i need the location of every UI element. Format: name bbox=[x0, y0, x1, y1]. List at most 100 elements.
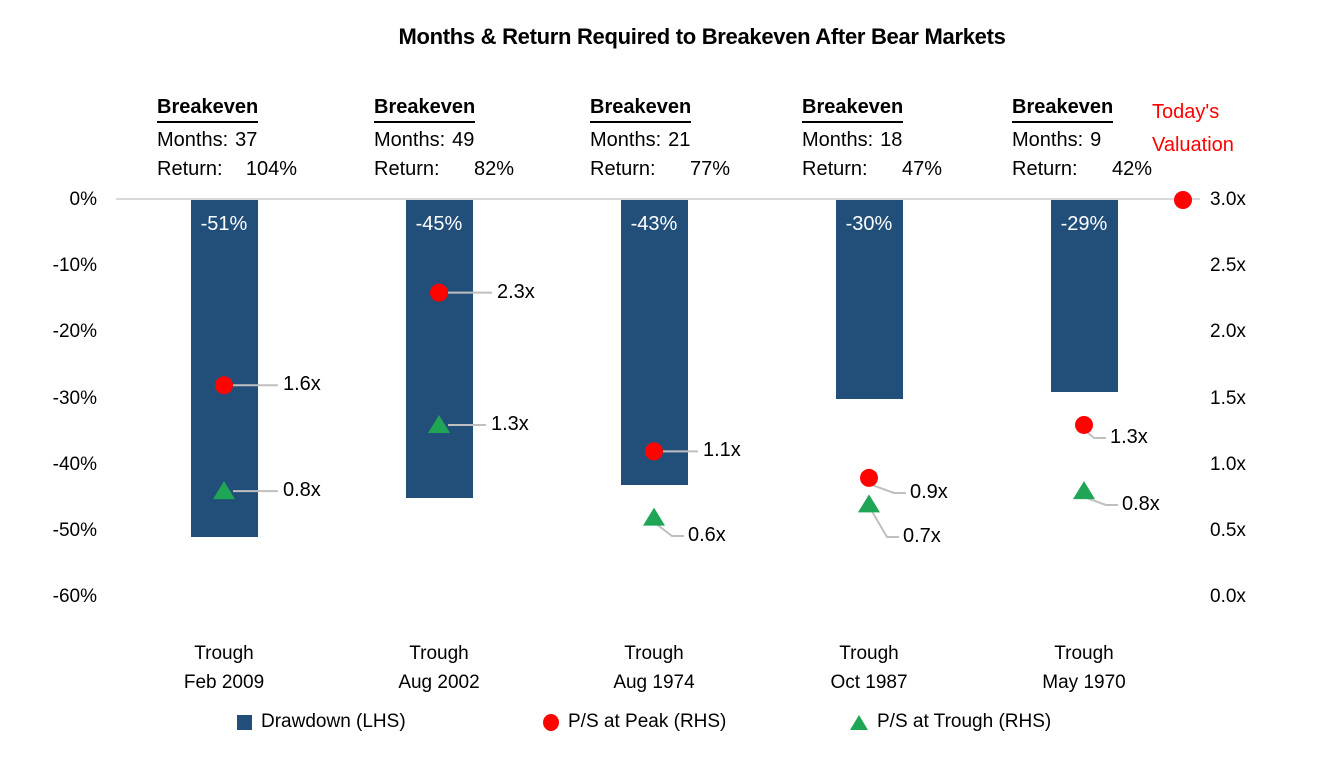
breakeven-months-row: Months: 21 bbox=[590, 129, 730, 152]
breakeven-months-value: 37 bbox=[235, 129, 258, 151]
left-axis-tick: -50% bbox=[52, 519, 97, 541]
left-axis-tick: -10% bbox=[52, 255, 97, 277]
drawdown-value-label: -30% bbox=[845, 213, 893, 235]
ps-trough-marker bbox=[1073, 481, 1095, 500]
breakeven-months-value: 49 bbox=[452, 129, 475, 151]
ps-peak-value-label: 0.9x bbox=[910, 481, 948, 503]
zero-axis-line bbox=[116, 198, 1200, 200]
breakeven-months-value: 21 bbox=[668, 129, 691, 151]
ps-trough-value-label: 0.8x bbox=[283, 479, 321, 502]
ps-peak-marker bbox=[860, 468, 878, 487]
right-axis-tick: 3.0x bbox=[1210, 189, 1246, 210]
circle-swatch-icon bbox=[543, 713, 559, 731]
legend-item-label: P/S at Peak (RHS) bbox=[568, 711, 727, 732]
ps-trough-marker bbox=[643, 507, 665, 526]
x-axis-category-line2: May 1970 bbox=[1042, 672, 1126, 693]
breakeven-annotation: Breakeven Months: 18 Return: 47% bbox=[802, 94, 942, 181]
right-axis-tick: 1.5x bbox=[1210, 387, 1246, 409]
left-axis-tick: 0% bbox=[69, 189, 97, 210]
legend-item-label: Drawdown (LHS) bbox=[261, 711, 406, 732]
ps-trough-marker bbox=[858, 494, 880, 513]
ps-peak-value-label: 1.1x bbox=[703, 439, 741, 462]
leader-line bbox=[1086, 431, 1106, 439]
x-axis-category-line2: Oct 1987 bbox=[830, 672, 908, 693]
drawdown-bar bbox=[835, 200, 903, 399]
ps-peak-value-label: 1.6x bbox=[283, 373, 321, 396]
left-axis-tick: -30% bbox=[52, 387, 97, 409]
todays-valuation-marker bbox=[1174, 191, 1192, 209]
x-axis-category-label: Trough Aug 1974 bbox=[574, 639, 734, 697]
left-axis-tick: -20% bbox=[52, 321, 97, 343]
todays-valuation-label: Today's Valuation bbox=[1152, 96, 1234, 162]
breakeven-months-label: Months: bbox=[1012, 129, 1084, 151]
x-axis-category-line2: Aug 1974 bbox=[613, 672, 695, 693]
left-axis-tick: -60% bbox=[52, 586, 97, 607]
ps-trough-value-label: 0.6x bbox=[688, 524, 726, 546]
breakeven-annotation-heading: Breakeven bbox=[374, 94, 476, 123]
drawdown-value-label: -29% bbox=[1060, 213, 1108, 235]
drawdown-bar bbox=[190, 200, 258, 538]
breakeven-return-label: Return: bbox=[590, 158, 656, 180]
legend-item-drawdown: Drawdown (LHS) bbox=[237, 710, 406, 734]
x-axis-category-label: Trough Oct 1987 bbox=[789, 639, 949, 697]
right-axis-tick: 1.0x bbox=[1210, 453, 1246, 475]
ps-peak-value-label: 2.3x bbox=[497, 280, 535, 303]
breakeven-return-value: 42% bbox=[1111, 158, 1152, 180]
breakeven-return-row: Return: 82% bbox=[374, 158, 514, 181]
breakeven-return-label: Return: bbox=[802, 158, 868, 180]
ps-trough-value-label: 0.7x bbox=[903, 525, 941, 547]
breakeven-months-label: Months: bbox=[590, 129, 662, 151]
right-axis-tick: 2.5x bbox=[1210, 255, 1246, 277]
leader-line bbox=[1086, 497, 1118, 506]
x-axis-category-label: Trough Feb 2009 bbox=[144, 639, 304, 697]
breakeven-return-row: Return: 42% bbox=[1012, 158, 1152, 181]
legend-item-label: P/S at Trough (RHS) bbox=[877, 711, 1052, 732]
breakeven-annotation: Breakeven Months: 21 Return: 77% bbox=[590, 94, 730, 181]
breakeven-annotation: Breakeven Months: 37 Return: 104% bbox=[157, 94, 297, 181]
breakeven-return-label: Return: bbox=[157, 158, 223, 180]
x-axis-category-line1: Trough bbox=[624, 643, 684, 664]
breakeven-months-value: 9 bbox=[1090, 129, 1102, 151]
x-axis-category-label: Trough Aug 2002 bbox=[359, 639, 519, 697]
right-axis-tick: 2.0x bbox=[1210, 321, 1246, 343]
ps-peak-value-label: 1.3x bbox=[1110, 426, 1148, 448]
breakeven-return-label: Return: bbox=[1012, 158, 1078, 180]
breakeven-annotation: Breakeven Months: 9 Return: 42% bbox=[1012, 94, 1152, 181]
breakeven-months-row: Months: 18 bbox=[802, 129, 942, 152]
legend-item-ps-trough: P/S at Trough (RHS) bbox=[850, 710, 1051, 734]
leader-line bbox=[656, 523, 684, 537]
right-axis-tick: 0.5x bbox=[1210, 519, 1246, 541]
breakeven-annotation-heading: Breakeven bbox=[1012, 94, 1114, 123]
ps-trough-value-label: 1.3x bbox=[491, 412, 529, 435]
bar-swatch-icon bbox=[237, 714, 252, 730]
x-axis-category-line1: Trough bbox=[839, 643, 899, 664]
x-axis-category-line1: Trough bbox=[194, 643, 254, 664]
ps-trough-value-label: 0.8x bbox=[1122, 493, 1160, 515]
breakeven-months-label: Months: bbox=[374, 129, 446, 151]
drawdown-bar bbox=[1050, 200, 1118, 392]
breakeven-return-value: 82% bbox=[473, 158, 514, 180]
x-axis-category-line2: Feb 2009 bbox=[183, 672, 265, 693]
breakeven-return-label: Return: bbox=[374, 158, 440, 180]
legend-item-ps-peak: P/S at Peak (RHS) bbox=[543, 710, 726, 734]
breakeven-annotation-heading: Breakeven bbox=[590, 94, 692, 123]
x-axis-category-label: Trough May 1970 bbox=[1004, 639, 1164, 697]
breakeven-return-value: 77% bbox=[689, 158, 730, 180]
leader-line bbox=[871, 510, 899, 538]
chart-title: Months & Return Required to Breakeven Af… bbox=[398, 24, 1006, 49]
ps-peak-marker bbox=[1075, 415, 1093, 434]
breakeven-annotation-heading: Breakeven bbox=[802, 94, 904, 123]
breakeven-months-row: Months: 37 bbox=[157, 129, 297, 152]
breakeven-annotation-heading: Breakeven bbox=[157, 94, 259, 123]
todays-valuation-line2: Valuation bbox=[1152, 134, 1234, 156]
leader-line bbox=[871, 483, 906, 494]
drawdown-value-label: -51% bbox=[200, 213, 248, 235]
x-axis-category-line1: Trough bbox=[1054, 643, 1114, 664]
breakeven-return-value: 47% bbox=[901, 158, 942, 180]
todays-valuation-line1: Today's bbox=[1152, 101, 1220, 123]
drawdown-bar bbox=[405, 200, 473, 498]
breakeven-annotation: Breakeven Months: 49 Return: 82% bbox=[374, 94, 514, 181]
left-axis-tick: -40% bbox=[52, 453, 97, 475]
breakeven-months-value: 18 bbox=[880, 129, 903, 151]
